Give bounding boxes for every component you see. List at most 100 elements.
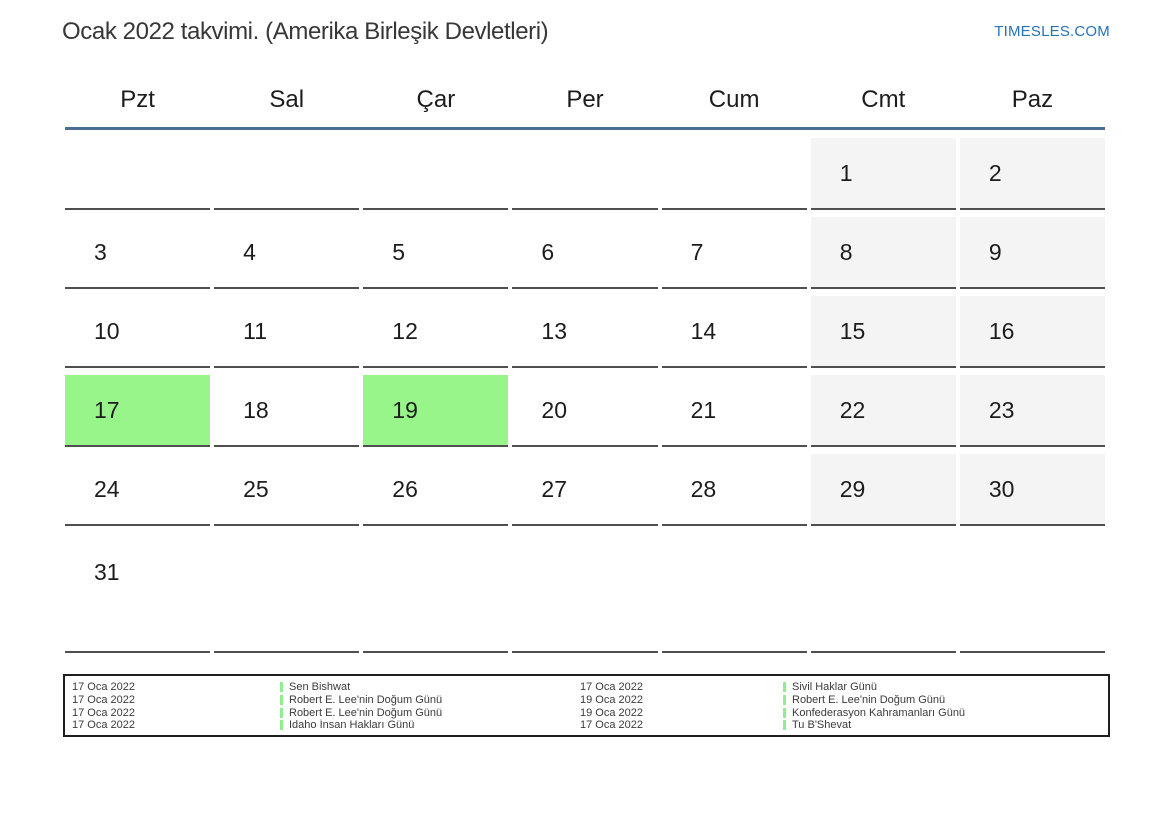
day-number: 7 (690, 238, 704, 265)
legend-marker-icon (783, 720, 786, 731)
weekday-header: Pzt (120, 86, 155, 113)
day-cell-empty (65, 138, 211, 210)
day-number: 31 (94, 559, 120, 585)
day-number: 25 (243, 475, 269, 502)
day-number: 8 (839, 238, 853, 265)
day-cell-empty (214, 138, 360, 210)
day-cell-12: 12 (363, 296, 509, 368)
weekday-header: Paz (1011, 86, 1054, 113)
weekday-header: Çar (416, 86, 456, 113)
day-cell-empty (661, 533, 807, 653)
legend-date: 17 Oca 2022 (580, 719, 643, 732)
day-number: 14 (690, 317, 717, 344)
day-cell-empty (214, 533, 360, 653)
day-cell-29: 29 (810, 454, 956, 526)
day-cell-28: 28 (661, 454, 807, 526)
week-row: 24 25 26 27 28 29 30 (65, 454, 1105, 526)
day-cell-17: 17 (65, 375, 211, 447)
day-number: 28 (690, 475, 717, 502)
day-number: 12 (392, 317, 418, 344)
week-row: 31 (65, 533, 1105, 653)
legend-marker-icon (280, 682, 283, 693)
weekday-header: Per (566, 86, 604, 113)
day-number: 21 (690, 396, 717, 423)
weekday-header: Cum (708, 86, 760, 113)
legend-date: 19 Oca 2022 (580, 694, 643, 707)
legend-row: 17 Oca 2022 Robert E. Lee'nin Doğum Günü 1… (72, 706, 1108, 719)
day-number: 9 (988, 238, 1002, 265)
day-cell-16: 16 (959, 296, 1105, 368)
day-cell-2: 2 (959, 138, 1105, 210)
legend-event: Robert E. Lee'nin Doğum Günü (280, 694, 580, 706)
legend-event-name: Konfederasyon Kahramanları Günü (792, 706, 966, 719)
day-cell-22: 22 (810, 375, 956, 447)
legend-event: Idaho İnsan Hakları Günü (280, 719, 580, 731)
site-link[interactable]: TIMESLES.COM (994, 23, 1110, 40)
week-row: 3 4 5 6 7 8 9 (65, 217, 1105, 289)
day-cell-11: 11 (214, 296, 360, 368)
day-number: 20 (541, 396, 568, 423)
day-number: 23 (988, 396, 1015, 423)
legend-date: 17 Oca 2022 (72, 719, 135, 732)
day-number: 16 (988, 317, 1015, 344)
day-cell-24: 24 (65, 454, 211, 526)
day-cell-empty (959, 533, 1105, 653)
legend-event: Sen Bishwat (280, 681, 580, 693)
legend-marker-icon (280, 720, 283, 731)
legend-event-name: Robert E. Lee'nin Doğum Günü (289, 694, 443, 707)
day-cell-empty (363, 533, 509, 653)
day-cell-empty (512, 138, 658, 210)
day-cell-10: 10 (65, 296, 211, 368)
legend-event: Konfederasyon Kahramanları Günü (783, 707, 1108, 719)
day-cell-8: 8 (810, 217, 956, 289)
day-number (960, 533, 989, 559)
day-number (363, 533, 392, 559)
day-cell-30: 30 (959, 454, 1105, 526)
day-number: 17 (94, 396, 120, 423)
legend-event: Robert E. Lee'nin Doğum Günü (280, 707, 580, 719)
day-cell-23: 23 (959, 375, 1105, 447)
day-cell-empty (363, 138, 509, 210)
calendar: Pzt Sal Çar Per Cum Cmt Paz 1 2 3 4 5 6 7 8 9 10 11 12 13 1… (65, 85, 1105, 660)
legend-event-name: Tu B'Shevat (792, 719, 852, 732)
legend-date: 17 Oca 2022 (72, 694, 135, 707)
legend-event: Sivil Haklar Günü (783, 681, 1108, 693)
legend-marker-icon (280, 707, 283, 718)
day-cell-4: 4 (214, 217, 360, 289)
legend-marker-icon (783, 695, 786, 706)
day-cell-14: 14 (661, 296, 807, 368)
legend-marker-icon (783, 682, 786, 693)
day-cell-empty (661, 138, 807, 210)
day-number: 15 (839, 317, 866, 344)
day-cell-9: 9 (959, 217, 1105, 289)
day-number: 5 (392, 238, 406, 265)
day-cell-7: 7 (661, 217, 807, 289)
legend-marker-icon (783, 707, 786, 718)
day-cell-13: 13 (512, 296, 658, 368)
day-number (811, 533, 840, 559)
day-cell-26: 26 (363, 454, 509, 526)
day-number: 19 (392, 396, 418, 423)
legend-event: Robert E. Lee'nin Doğum Günü (783, 694, 1108, 706)
day-cell-21: 21 (661, 375, 807, 447)
legend-box: 17 Oca 2022 Sen Bishwat 17 Oca 2022 Sivil H… (63, 674, 1110, 737)
day-number: 6 (541, 238, 555, 265)
day-cell-1: 1 (810, 138, 956, 210)
weekday-header-row: Pzt Sal Çar Per Cum Cmt Paz (65, 85, 1105, 130)
day-number: 2 (988, 159, 1002, 186)
day-cell-6: 6 (512, 217, 658, 289)
calendar-grid: 1 2 3 4 5 6 7 8 9 10 11 12 13 14 15 16 17 18 19 20 21 22 23 24 2… (65, 138, 1105, 653)
legend-event: Tu B'Shevat (783, 719, 1108, 731)
day-number: 22 (839, 396, 866, 423)
legend-date: 17 Oca 2022 (580, 681, 643, 694)
day-number: 10 (94, 317, 120, 344)
day-number: 27 (541, 475, 568, 502)
legend-row: 17 Oca 2022 Sen Bishwat 17 Oca 2022 Sivil H… (72, 681, 1108, 694)
legend-date: 19 Oca 2022 (580, 706, 643, 719)
legend-event-name: Sen Bishwat (289, 681, 351, 694)
legend-marker-icon (280, 695, 283, 706)
week-row: 10 11 12 13 14 15 16 (65, 296, 1105, 368)
day-cell-3: 3 (65, 217, 211, 289)
page-title: Ocak 2022 takvimi. (Amerika Birleşik Dev… (62, 18, 549, 45)
